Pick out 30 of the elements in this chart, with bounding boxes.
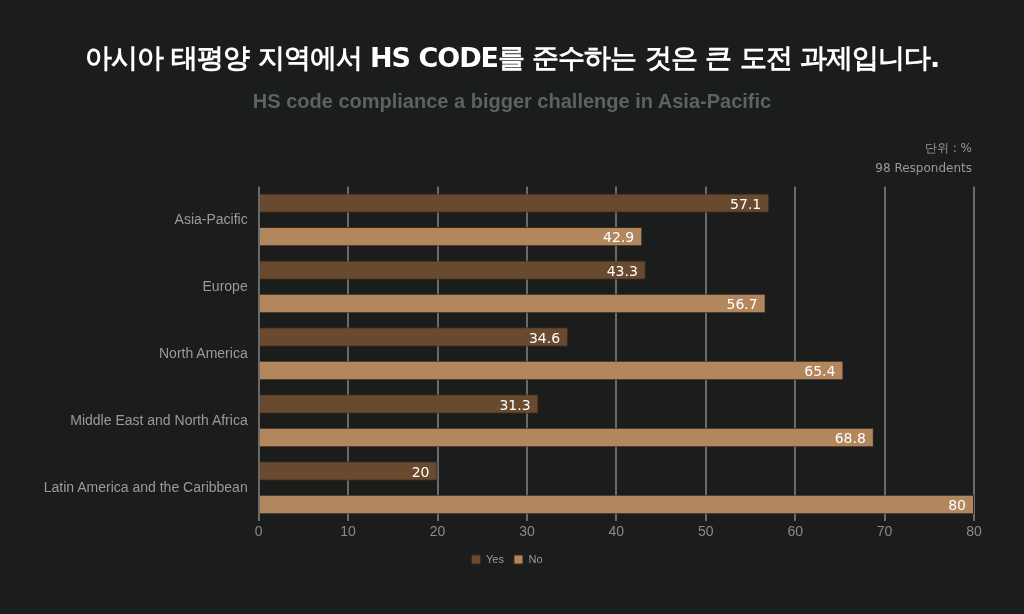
- y-tick-label: Latin America and the Caribbean: [43, 478, 248, 495]
- data-label: 34.6: [528, 329, 561, 346]
- chart-title: 아시아 태평양 지역에서 HS CODE를 준수하는 것은 큰 도전 과제입니다.: [83, 41, 941, 75]
- y-tick-label: Europe: [202, 277, 248, 294]
- data-label: 57.1: [730, 195, 762, 212]
- x-tick-label: 80: [966, 523, 982, 540]
- legend-label: No: [528, 552, 543, 565]
- x-tick-label: 30: [519, 523, 535, 540]
- x-tick-label: 40: [608, 523, 625, 540]
- x-tick-label: 0: [254, 523, 263, 540]
- data-label: 56.7: [726, 296, 758, 313]
- x-tick-label: 70: [876, 523, 893, 540]
- chart-subtitle: HS code compliance a bigger challenge in Asia-Pacific: [251, 90, 773, 113]
- data-label: 65.4: [804, 363, 836, 380]
- text: 98 Respondents: [875, 160, 972, 177]
- data-label: 31.3: [499, 396, 531, 413]
- text: 단위 : %: [923, 140, 972, 157]
- legend-label: Yes: [486, 552, 505, 565]
- data-label: 68.8: [834, 430, 866, 447]
- data-label: 42.9: [603, 229, 635, 246]
- x-tick-label: 10: [340, 523, 357, 540]
- data-label: 80: [948, 497, 966, 514]
- x-tick-label: 50: [697, 523, 714, 540]
- y-tick-label: Asia-Pacific: [174, 210, 248, 227]
- y-tick-label: Middle East and North Africa: [70, 411, 248, 428]
- x-tick-label: 60: [787, 523, 804, 540]
- y-tick-label: North America: [158, 344, 248, 361]
- data-label: 20: [411, 463, 430, 480]
- x-tick-label: 20: [429, 523, 446, 540]
- data-label: 43.3: [606, 262, 638, 279]
